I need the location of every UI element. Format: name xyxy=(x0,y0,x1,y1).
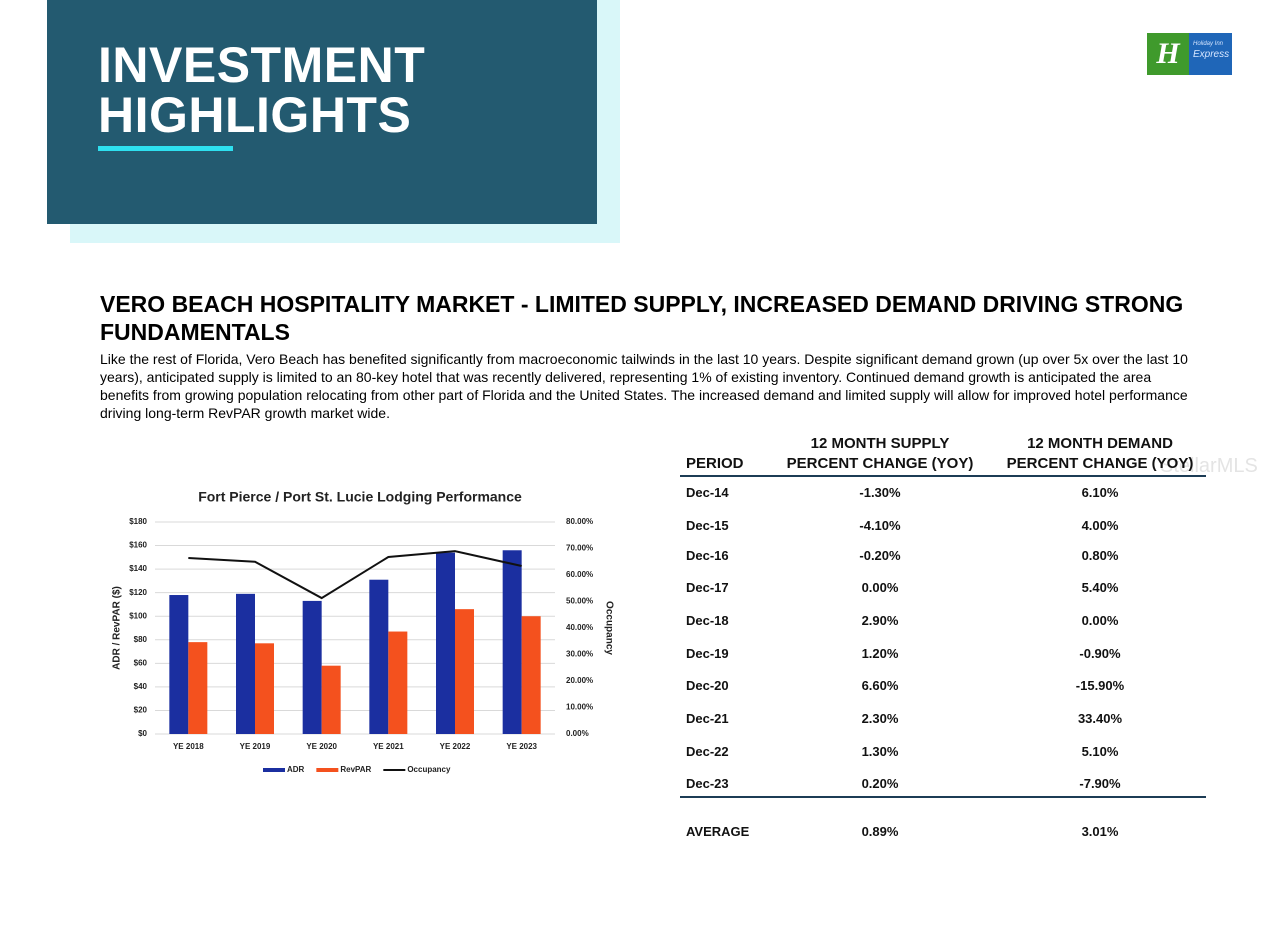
line xyxy=(188,550,522,600)
logo-line: Holiday Inn xyxy=(1193,41,1224,47)
y-tick-label: $60 xyxy=(134,658,148,667)
section-title: VERO BEACH HOSPITALITY MARKET - LIMITED … xyxy=(100,291,1184,345)
table-cell: Dec-23 xyxy=(686,776,729,791)
y2-tick-label: 80.00% xyxy=(566,517,593,526)
x-tick-label: YE 2020 xyxy=(306,742,337,751)
y2-tick-label: 40.00% xyxy=(566,623,593,632)
logo-mark: H xyxy=(1147,33,1189,75)
legend-label: ADR xyxy=(287,765,305,774)
bar xyxy=(388,631,408,734)
table-footer-cell: 3.01% xyxy=(1081,824,1119,839)
bar xyxy=(502,550,522,734)
x-tick-label: YE 2018 xyxy=(173,742,204,751)
table-cell: Dec-14 xyxy=(686,485,729,500)
table-cell: Dec-21 xyxy=(686,711,729,726)
table-header: PERCENT CHANGE (YOY) xyxy=(1006,455,1194,472)
x-tick-label: YE 2022 xyxy=(440,742,471,751)
chart-title: Fort Pierce / Port St. Lucie Lodging Per… xyxy=(198,489,522,505)
table-cell: 0.00% xyxy=(1081,613,1119,628)
logo-text: Holiday Inn Express xyxy=(1189,33,1232,75)
table-cell: Dec-18 xyxy=(686,613,729,628)
table-cell: 33.40% xyxy=(1077,711,1123,726)
table-cell: 5.40% xyxy=(1081,580,1119,595)
bar xyxy=(455,609,474,734)
header-band xyxy=(47,0,597,224)
table-cell: Dec-20 xyxy=(686,678,729,693)
legend-label: RevPAR xyxy=(340,765,371,774)
bar xyxy=(436,552,455,734)
table-cell: 2.90% xyxy=(861,613,899,628)
bar xyxy=(321,665,341,734)
y-tick-label: $0 xyxy=(138,729,147,738)
bar xyxy=(302,600,322,734)
table-cell: Dec-15 xyxy=(686,518,729,533)
legend-label: Occupancy xyxy=(407,765,451,774)
y-tick-label: $40 xyxy=(134,682,148,691)
table-cell: Dec-22 xyxy=(686,744,729,759)
y-tick-label: $20 xyxy=(134,706,148,715)
table-cell: -0.90% xyxy=(1079,646,1121,661)
table-footer-cell: 0.89% xyxy=(861,824,899,839)
y2-tick-label: 60.00% xyxy=(566,570,593,579)
x-tick-label: YE 2023 xyxy=(506,742,537,751)
bar xyxy=(188,642,208,734)
table-header: PERIOD xyxy=(686,455,744,472)
y2-tick-label: 0.00% xyxy=(566,729,589,738)
table-cell: -7.90% xyxy=(1079,776,1121,791)
y-tick-label: $80 xyxy=(134,635,148,644)
table-cell: 1.30% xyxy=(861,744,899,759)
y-axis-label: ADR / RevPAR ($) xyxy=(112,586,123,670)
table-cell: Dec-16 xyxy=(686,548,729,563)
table-cell: 0.80% xyxy=(1081,548,1119,563)
table-cell: 2.30% xyxy=(861,711,899,726)
x-tick-label: YE 2021 xyxy=(373,742,404,751)
y-tick-label: $120 xyxy=(129,588,147,597)
table-cell: 6.60% xyxy=(861,678,899,693)
table-cell: 4.00% xyxy=(1081,518,1119,533)
header-title: INVESTMENT xyxy=(98,37,426,93)
y-tick-label: $140 xyxy=(129,564,147,573)
legend-swatch xyxy=(263,768,285,772)
table-cell: -0.20% xyxy=(859,548,901,563)
bar xyxy=(369,579,389,734)
bar xyxy=(236,593,255,734)
table-cell: 1.20% xyxy=(861,646,899,661)
table-cell: 0.20% xyxy=(861,776,899,791)
table-rule xyxy=(680,475,1206,477)
section-body: Like the rest of Florida, Vero Beach has… xyxy=(100,351,1188,421)
table-footer-cell: AVERAGE xyxy=(686,824,750,839)
table-header: PERCENT CHANGE (YOY) xyxy=(786,455,974,472)
chart: Fort Pierce / Port St. Lucie Lodging Per… xyxy=(112,489,615,774)
y2-tick-label: 50.00% xyxy=(566,597,593,606)
y-tick-label: $160 xyxy=(129,541,147,550)
y-tick-label: $100 xyxy=(129,611,147,620)
table-cell: -1.30% xyxy=(859,485,901,500)
legend-swatch xyxy=(316,768,339,772)
table-cell: Dec-17 xyxy=(686,580,729,595)
y2-tick-label: 70.00% xyxy=(566,544,593,553)
watermark: StellarMLS xyxy=(1160,455,1258,477)
y2-axis-label: Occupancy xyxy=(603,601,614,655)
table-header: 12 MONTH DEMAND xyxy=(1027,435,1173,452)
bar xyxy=(521,616,541,734)
y2-tick-label: 30.00% xyxy=(566,650,593,659)
table-cell: 5.10% xyxy=(1081,744,1119,759)
title-underline xyxy=(98,146,233,151)
header-title: HIGHLIGHTS xyxy=(98,87,412,143)
y2-tick-label: 10.00% xyxy=(566,703,593,712)
bar xyxy=(255,643,274,734)
table-header: 12 MONTH SUPPLY xyxy=(810,435,950,452)
table-cell: -15.90% xyxy=(1075,678,1125,693)
table-cell: -4.10% xyxy=(859,518,901,533)
table-cell: 0.00% xyxy=(861,580,899,595)
logo-line: Express xyxy=(1193,49,1230,60)
y2-tick-label: 20.00% xyxy=(566,676,593,685)
y-tick-label: $180 xyxy=(129,517,147,526)
x-tick-label: YE 2019 xyxy=(240,742,271,751)
table-rule xyxy=(680,796,1206,798)
table-cell: Dec-19 xyxy=(686,646,729,661)
table-cell: 6.10% xyxy=(1081,485,1119,500)
bar xyxy=(169,595,189,734)
